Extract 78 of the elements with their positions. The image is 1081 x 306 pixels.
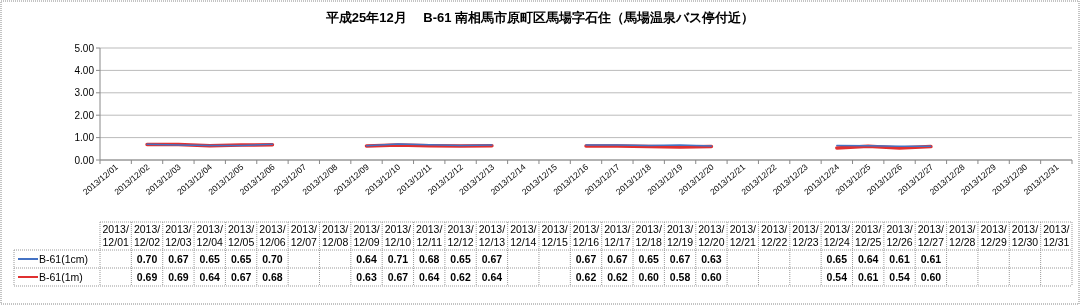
data-label: 0.65 xyxy=(638,253,660,265)
category-label: 2013/12/20 xyxy=(698,223,725,248)
category-label: 2013/12/25 xyxy=(855,223,882,248)
data-label: 0.67 xyxy=(481,253,503,265)
data-label: 0.68 xyxy=(262,271,283,283)
category-label: 2013/12/09 xyxy=(353,223,380,248)
chart-title: 平成25年12月 B-61 南相馬市原町区馬場字石住（馬場温泉バス停付近） xyxy=(324,10,755,25)
category-label: 2013/12/24 xyxy=(823,223,850,248)
legend-label: B-61(1m) xyxy=(39,271,83,283)
legend-label: B-61(1cm) xyxy=(39,253,89,265)
data-label: 0.67 xyxy=(387,271,409,283)
category-label: 2013/12/30 xyxy=(1011,223,1039,248)
data-label: 0.60 xyxy=(638,271,660,283)
data-label: 0.68 xyxy=(419,253,440,265)
category-label: 2013/12/12 xyxy=(447,223,474,248)
data-label: 0.54 xyxy=(826,271,848,283)
data-label: 0.64 xyxy=(199,271,221,283)
data-label: 0.58 xyxy=(669,271,691,283)
data-label: 0.60 xyxy=(701,271,722,283)
data-label: 0.70 xyxy=(136,253,158,265)
data-label: 0.62 xyxy=(607,271,628,283)
category-label: 2013/12/18 xyxy=(635,223,662,248)
y-tick-label: 2.00 xyxy=(74,109,95,121)
data-label: 0.67 xyxy=(230,271,252,283)
category-label: 2013/12/06 xyxy=(259,223,286,248)
data-label: 0.70 xyxy=(262,253,283,265)
category-label: 2013/12/04 xyxy=(196,223,223,248)
data-label: 0.67 xyxy=(575,253,597,265)
y-tick-label: 0.00 xyxy=(74,154,95,166)
category-label: 2013/12/23 xyxy=(792,223,819,248)
data-label: 0.64 xyxy=(356,253,377,265)
data-label: 0.65 xyxy=(826,253,848,265)
category-label: 2013/12/16 xyxy=(572,223,600,248)
category-label: 2013/12/11 xyxy=(416,223,443,248)
category-label: 2013/12/29 xyxy=(980,223,1007,248)
y-tick-label: 3.00 xyxy=(74,87,95,99)
data-label: 0.69 xyxy=(136,271,158,283)
category-label: 2013/12/10 xyxy=(384,223,412,248)
data-label: 0.67 xyxy=(607,253,628,265)
data-label: 0.62 xyxy=(575,271,597,283)
category-label: 2013/12/27 xyxy=(917,223,945,248)
y-tick-label: 1.00 xyxy=(74,132,95,144)
category-label: 2013/12/02 xyxy=(133,223,161,248)
data-label: 0.69 xyxy=(168,271,189,283)
y-tick-label: 5.00 xyxy=(74,42,95,54)
category-label: 2013/12/03 xyxy=(165,223,192,248)
category-label: 2013/12/19 xyxy=(666,223,694,248)
data-label: 0.64 xyxy=(419,271,440,283)
data-label: 0.67 xyxy=(669,253,691,265)
data-label: 0.61 xyxy=(857,271,879,283)
category-label: 2013/12/14 xyxy=(510,223,537,248)
data-label: 0.61 xyxy=(889,253,910,265)
category-label: 2013/12/26 xyxy=(886,223,913,248)
y-tick-label: 4.00 xyxy=(74,64,95,76)
data-label: 0.65 xyxy=(199,253,221,265)
data-label: 0.54 xyxy=(889,271,910,283)
category-label: 2013/12/22 xyxy=(760,223,788,248)
category-label: 2013/12/01 xyxy=(102,223,129,248)
data-label: 0.63 xyxy=(356,271,377,283)
data-label: 0.67 xyxy=(168,253,189,265)
category-label: 2013/12/15 xyxy=(541,223,568,248)
data-label: 0.65 xyxy=(450,253,471,265)
data-label: 0.60 xyxy=(920,271,942,283)
category-label: 2013/12/08 xyxy=(322,223,349,248)
data-label: 0.64 xyxy=(481,271,503,283)
category-label: 2013/12/31 xyxy=(1043,223,1070,248)
data-label: 0.63 xyxy=(701,253,722,265)
category-label: 2013/12/05 xyxy=(227,223,255,248)
data-label: 0.65 xyxy=(230,253,252,265)
category-label: 2013/12/28 xyxy=(949,223,976,248)
data-label: 0.64 xyxy=(857,253,879,265)
category-label: 2013/12/21 xyxy=(729,223,756,248)
data-label: 0.62 xyxy=(450,271,471,283)
data-label: 0.61 xyxy=(920,253,942,265)
category-label: 2013/12/17 xyxy=(604,223,631,248)
category-label: 2013/12/07 xyxy=(290,223,317,248)
data-label: 0.71 xyxy=(387,253,409,265)
category-label: 2013/12/13 xyxy=(478,223,506,248)
